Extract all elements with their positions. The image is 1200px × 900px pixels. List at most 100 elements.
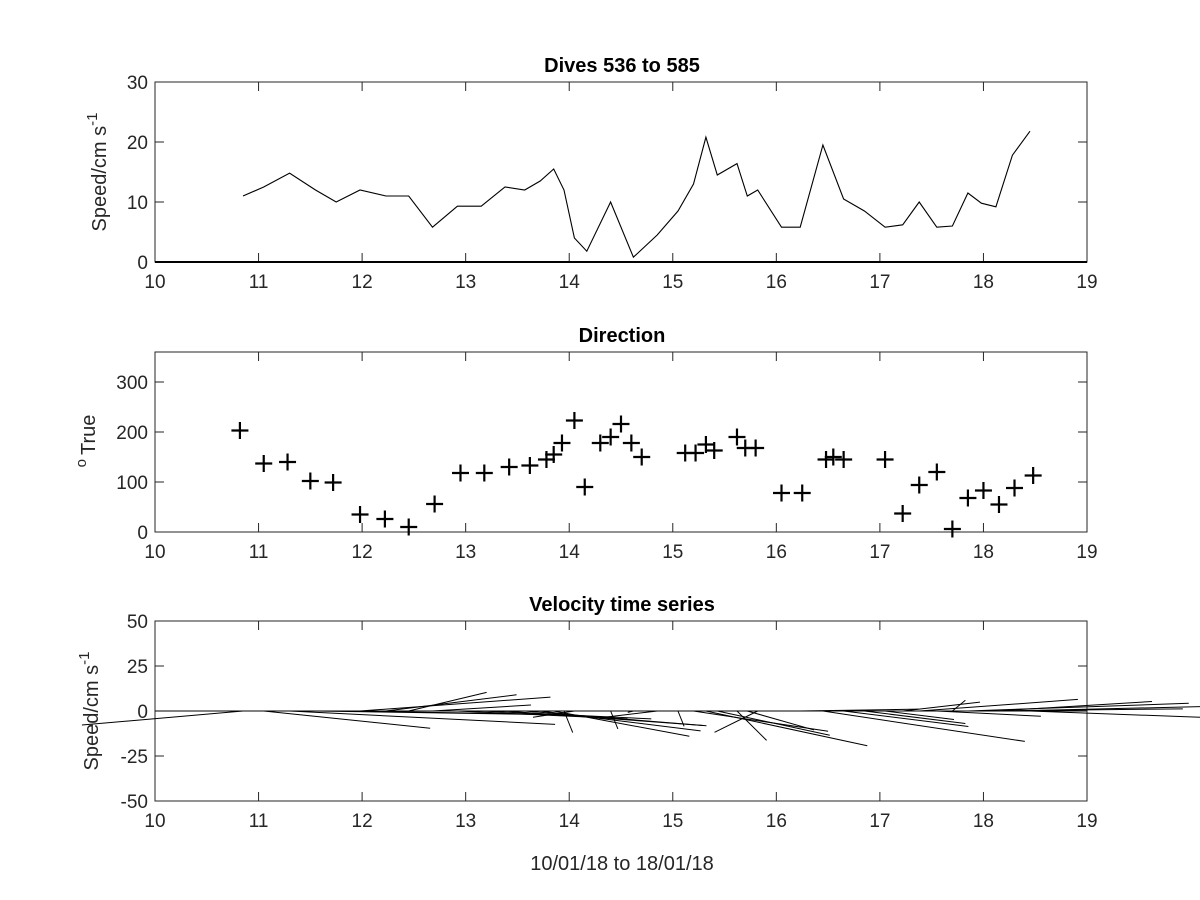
- velocity-stick: [885, 710, 955, 721]
- velocity-stick: [553, 710, 690, 737]
- direction-marker: [793, 484, 811, 502]
- velocity-panel-plot: [81, 691, 1200, 747]
- direction-panel-xtick-label: 17: [869, 542, 890, 563]
- direction-panel-xtick-label: 16: [766, 542, 787, 563]
- velocity-panel-ytick-label: 50: [127, 612, 148, 633]
- direction-marker: [876, 451, 894, 468]
- direction-marker: [817, 451, 835, 468]
- direction-marker: [928, 463, 946, 481]
- velocity-stick: [1012, 706, 1200, 712]
- velocity-stick: [747, 710, 815, 731]
- speed-panel: Dives 536 to 585 Speed/cm s-1 10 11 12 13 14…: [84, 55, 1098, 293]
- speed-series-line: [242, 130, 1031, 259]
- velocity-stick: [919, 698, 1078, 712]
- direction-panel-xtick-label: 14: [559, 542, 581, 563]
- velocity-stick: [610, 710, 619, 730]
- direction-marker: [1024, 467, 1042, 484]
- speed-panel-plot: [155, 130, 1087, 263]
- velocity-panel-ylabel: Speed/cm s-1: [76, 652, 103, 771]
- direction-panel: Direction o True 10 11 12 13 14 15 16 17 18 19 0 100…: [73, 325, 1098, 563]
- direction-marker: [545, 446, 563, 463]
- speed-panel-title: Dives 536 to 585: [544, 55, 700, 77]
- direction-marker: [279, 453, 297, 471]
- speed-panel-xtick-label: 12: [352, 272, 373, 293]
- speed-panel-frame: [154, 81, 1088, 263]
- velocity-stick: [602, 710, 658, 719]
- velocity-panel-ytick-label: -50: [121, 792, 148, 813]
- velocity-stick: [263, 710, 431, 729]
- speed-panel-ytick-label: 10: [127, 193, 148, 214]
- direction-marker: [835, 451, 853, 468]
- velocity-panel-xtick-label: 13: [455, 811, 476, 832]
- direction-marker: [910, 476, 928, 494]
- velocity-stick: [967, 702, 1189, 712]
- direction-marker: [943, 520, 961, 538]
- speed-panel-ytick-label: 0: [137, 253, 148, 274]
- velocity-stick: [481, 710, 652, 720]
- direction-marker: [591, 434, 609, 452]
- direction-marker: [612, 415, 630, 433]
- velocity-panel-xtick-label: 18: [973, 811, 994, 832]
- direction-panel-xtick-label: 15: [662, 542, 683, 563]
- direction-panel-xtick-label: 10: [144, 542, 165, 563]
- direction-panel-axes: 10 11 12 13 14 15 16 17 18 19 0 100 200 300: [116, 351, 1098, 563]
- velocity-stick: [81, 710, 244, 726]
- direction-marker: [990, 496, 1008, 513]
- velocity-stick: [408, 691, 487, 712]
- velocity-stick: [800, 708, 919, 712]
- velocity-stick: [714, 710, 758, 733]
- direction-panel-xtick-label: 18: [973, 542, 994, 563]
- direction-marker: [824, 448, 842, 466]
- direction-marker: [747, 439, 765, 457]
- direction-panel-ylabel-text: True: [78, 415, 100, 455]
- velocity-panel-xtick-label: 15: [662, 811, 683, 832]
- direction-marker: [351, 506, 369, 523]
- direction-marker: [728, 428, 746, 446]
- direction-marker: [974, 482, 992, 499]
- velocity-panel-xtick-label: 16: [766, 811, 787, 832]
- velocity-stick: [360, 696, 551, 712]
- velocity-panel-xtick-label: 10: [144, 811, 165, 832]
- velocity-panel-ytick-label: 0: [137, 702, 148, 723]
- speed-panel-ylabel: Speed/cm s-1: [84, 113, 111, 232]
- velocity-stick: [717, 710, 830, 736]
- direction-marker: [553, 434, 571, 452]
- direction-marker: [475, 464, 493, 482]
- speed-panel-ytick-label: 20: [127, 133, 148, 154]
- velocity-stick: [432, 704, 531, 712]
- velocity-stick: [995, 701, 1152, 712]
- direction-marker: [894, 505, 912, 522]
- direction-panel-ytick-label: 200: [116, 423, 148, 444]
- direction-marker: [255, 455, 273, 472]
- velocity-panel-xtick-label: 17: [869, 811, 890, 832]
- velocity-panel-title: Velocity time series: [529, 594, 715, 616]
- direction-marker: [231, 422, 249, 439]
- speed-panel-xtick-label: 11: [249, 272, 269, 293]
- velocity-panel-ylabel-exponent: -1: [76, 652, 93, 665]
- direction-panel-ylabel-prefix: o: [73, 459, 90, 467]
- velocity-panel-xtick-label: 19: [1076, 811, 1097, 832]
- direction-marker: [633, 448, 651, 466]
- velocity-panel-ytick-label: -25: [121, 747, 148, 768]
- velocity-stick: [902, 701, 981, 712]
- velocity-panel-xtick-label: 12: [352, 811, 373, 832]
- speed-panel-xtick-label: 18: [973, 272, 994, 293]
- velocity-stick: [540, 710, 701, 732]
- direction-marker: [426, 495, 444, 513]
- direction-panel-xtick-label: 12: [352, 542, 373, 563]
- direction-marker: [451, 464, 469, 482]
- velocity-stick: [563, 710, 574, 733]
- direction-marker: [705, 442, 723, 459]
- speed-panel-ylabel-text: Speed/cm s: [89, 126, 111, 232]
- velocity-stick: [864, 710, 966, 725]
- velocity-stick: [677, 710, 685, 727]
- speed-panel-xtick-label: 15: [662, 272, 683, 293]
- velocity-stick: [532, 710, 575, 718]
- direction-marker: [622, 434, 640, 452]
- direction-marker: [521, 457, 539, 474]
- speed-panel-ytick-label: 30: [127, 73, 148, 94]
- direction-panel-plot: [231, 412, 1042, 538]
- velocity-stick: [385, 694, 517, 712]
- velocity-stick: [736, 710, 767, 741]
